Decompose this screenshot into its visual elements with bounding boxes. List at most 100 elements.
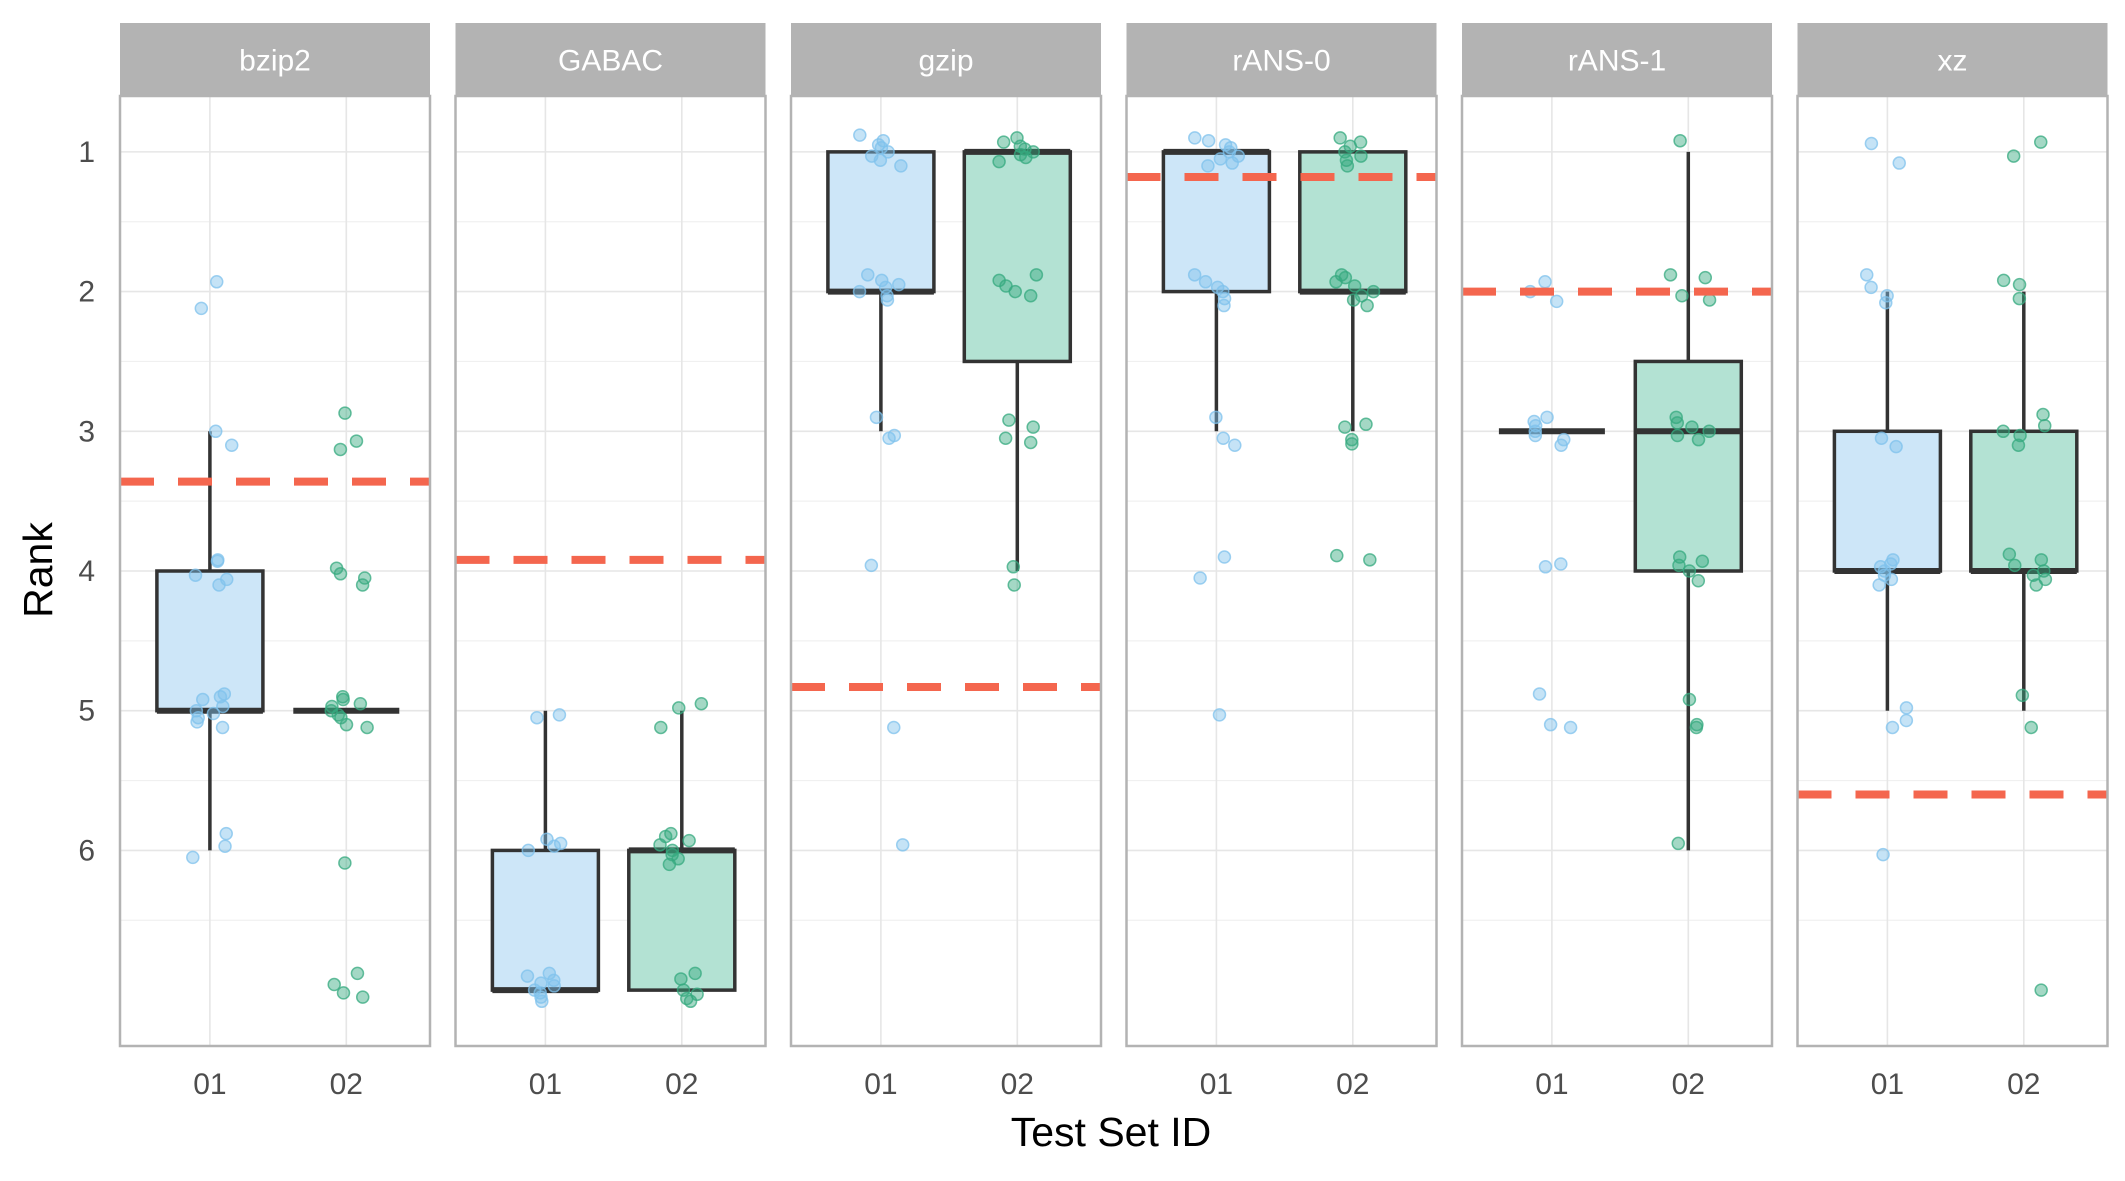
data-point [2002, 547, 2017, 561]
data-point [852, 284, 867, 299]
data-point [1330, 548, 1344, 563]
data-point [671, 701, 686, 715]
data-point [530, 710, 544, 725]
data-point [662, 857, 677, 872]
data-point [2034, 135, 2048, 149]
data-point [894, 159, 908, 173]
facet-strip [1797, 23, 2108, 96]
facet-strip-label: gzip [918, 45, 973, 78]
data-point [1347, 279, 1362, 293]
data-point [208, 424, 223, 439]
boxplot-01 [826, 128, 936, 852]
data-point [349, 434, 364, 448]
facet-strip [455, 23, 766, 96]
data-point [2006, 149, 2021, 163]
data-point [1354, 149, 1368, 163]
data-point [653, 838, 667, 852]
data-point [1006, 560, 1021, 574]
panel-border [1460, 94, 1774, 1048]
y-tick-label: 6 [78, 834, 95, 867]
data-point [1346, 293, 1361, 307]
data-point [895, 838, 910, 852]
data-point [186, 850, 200, 865]
facet-strip-label: bzip2 [239, 45, 311, 78]
data-point [338, 856, 352, 870]
box [826, 150, 936, 294]
data-point [1528, 428, 1543, 443]
panel-border [789, 94, 1103, 1048]
data-point [355, 578, 370, 592]
data-point [360, 720, 374, 735]
box [1832, 429, 1943, 573]
boxplot-01 [155, 275, 265, 865]
data-point [552, 708, 567, 722]
box [1633, 359, 1744, 573]
facet-strip-label: GABAC [558, 45, 663, 78]
data-point [2034, 983, 2048, 997]
data-point [2029, 578, 2044, 592]
data-point [1876, 847, 1890, 862]
data-point [212, 578, 226, 592]
box [1298, 150, 1408, 294]
data-point [1899, 701, 1914, 715]
data-point [874, 273, 889, 288]
data-point [881, 145, 895, 159]
boxplot-01 [1832, 136, 1943, 862]
panel-border [1125, 94, 1438, 1048]
data-point [1340, 159, 1355, 173]
data-point [694, 696, 709, 711]
x-tick-label: 01 [529, 1068, 562, 1101]
x-tick-label: 01 [1200, 1068, 1233, 1101]
y-axis-title: Rank [15, 522, 61, 618]
data-point [1899, 713, 1914, 728]
data-point [1554, 438, 1568, 453]
boxplot-01 [1498, 275, 1605, 735]
data-point [1885, 720, 1900, 735]
data-point [1366, 284, 1381, 299]
data-point [1360, 298, 1374, 313]
data-point [1543, 717, 1558, 732]
data-point [1363, 553, 1377, 567]
data-point [2026, 568, 2041, 582]
data-point [1682, 564, 1697, 578]
facet-strip [1462, 23, 1772, 96]
box [1161, 150, 1272, 294]
data-point [2024, 720, 2038, 735]
data-point [1540, 410, 1554, 425]
data-point [1689, 720, 1704, 735]
panel-rans-0: rANS-0 01 02 [1125, 23, 1438, 1101]
data-point [542, 966, 557, 981]
data-point [1528, 424, 1543, 439]
data-point [1673, 133, 1687, 148]
panel-border [454, 94, 767, 1048]
box [962, 150, 1073, 364]
data-point [992, 154, 1006, 169]
x-tick-label: 02 [1001, 1068, 1034, 1101]
data-point [1549, 294, 1564, 309]
data-point [1217, 298, 1231, 313]
data-point [1538, 275, 1552, 289]
y-tick-label: 4 [78, 555, 95, 588]
x-tick-label: 02 [1336, 1068, 1369, 1101]
data-point [1884, 572, 1899, 587]
data-point [1212, 708, 1227, 722]
data-point [535, 994, 549, 1009]
data-point [338, 406, 352, 420]
x-tick-label: 01 [193, 1068, 226, 1101]
data-point [688, 966, 702, 981]
data-point [1023, 289, 1038, 303]
data-point [520, 969, 535, 983]
data-point [521, 843, 536, 858]
data-point [1879, 296, 1893, 310]
data-point [861, 268, 875, 282]
data-point [2013, 428, 2027, 443]
data-point [853, 128, 867, 142]
data-point [218, 839, 232, 853]
data-point [2037, 418, 2052, 433]
y-tick-label: 3 [78, 415, 95, 448]
facet-strip-label: xz [1938, 45, 1968, 78]
panel-border [118, 94, 432, 1048]
data-point [188, 568, 203, 582]
